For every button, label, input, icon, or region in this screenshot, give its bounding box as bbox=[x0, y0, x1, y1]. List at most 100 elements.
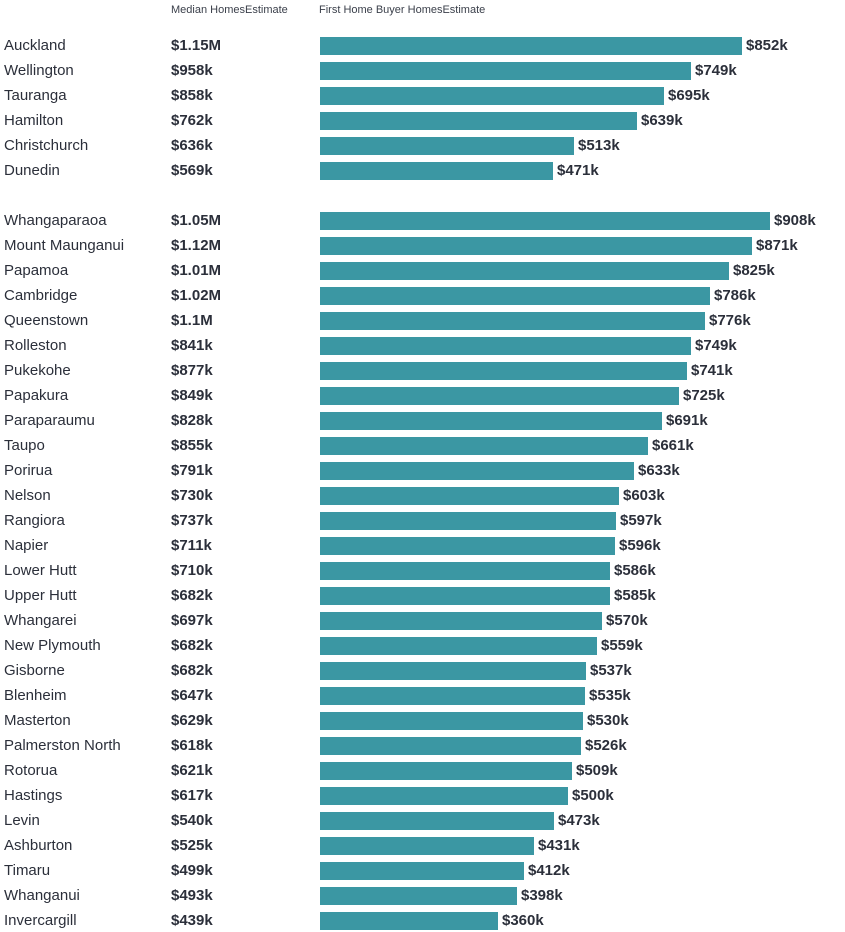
city-label: Timaru bbox=[4, 862, 51, 879]
first-home-buyer-bar bbox=[320, 337, 691, 355]
median-value: $540k bbox=[171, 812, 213, 829]
first-home-buyer-bar bbox=[320, 812, 554, 830]
first-home-buyer-value-label: $530k bbox=[587, 712, 629, 729]
first-home-buyer-bar bbox=[320, 887, 517, 905]
city-label: Porirua bbox=[4, 462, 53, 479]
first-home-buyer-value-label: $412k bbox=[528, 862, 570, 879]
city-label: Gisborne bbox=[4, 662, 65, 679]
city-label: Papakura bbox=[4, 387, 69, 404]
median-value: $682k bbox=[171, 637, 213, 654]
first-home-buyer-bar bbox=[320, 862, 524, 880]
first-home-buyer-value-label: $473k bbox=[558, 812, 600, 829]
city-label: Taupo bbox=[4, 437, 45, 454]
city-label: Queenstown bbox=[4, 312, 89, 329]
first-home-buyer-value-label: $825k bbox=[733, 262, 775, 279]
median-value: $647k bbox=[171, 687, 213, 704]
first-home-buyer-bar bbox=[320, 112, 637, 130]
median-value: $877k bbox=[171, 362, 213, 379]
median-column-header: Median HomesEstimate bbox=[171, 4, 288, 16]
first-home-buyer-value-label: $570k bbox=[606, 612, 648, 629]
first-home-buyer-bar bbox=[320, 362, 687, 380]
median-value: $791k bbox=[171, 462, 213, 479]
city-label: Wellington bbox=[4, 62, 74, 79]
first-home-buyer-value-label: $586k bbox=[614, 562, 656, 579]
first-home-buyer-bar bbox=[320, 62, 691, 80]
median-value: $849k bbox=[171, 387, 213, 404]
first-home-buyer-bar bbox=[320, 87, 664, 105]
first-home-buyer-bar bbox=[320, 587, 610, 605]
median-value: $493k bbox=[171, 887, 213, 904]
median-value: $682k bbox=[171, 662, 213, 679]
median-value: $621k bbox=[171, 762, 213, 779]
city-label: Lower Hutt bbox=[4, 562, 77, 579]
city-label: Pukekohe bbox=[4, 362, 71, 379]
city-label: Whangaparaoa bbox=[4, 212, 107, 229]
city-label: Nelson bbox=[4, 487, 51, 504]
city-label: Whangarei bbox=[4, 612, 77, 629]
city-label: Ashburton bbox=[4, 837, 73, 854]
city-label: Hamilton bbox=[4, 112, 64, 129]
median-value: $629k bbox=[171, 712, 213, 729]
first-home-buyer-bar bbox=[320, 837, 534, 855]
city-label: Levin bbox=[4, 812, 40, 829]
first-home-buyer-bar bbox=[320, 662, 586, 680]
first-home-buyer-value-label: $603k bbox=[623, 487, 665, 504]
first-home-buyer-bar bbox=[320, 637, 597, 655]
first-home-buyer-bar bbox=[320, 287, 710, 305]
first-home-buyer-bar bbox=[320, 762, 572, 780]
first-home-buyer-bar bbox=[320, 687, 585, 705]
median-value: $682k bbox=[171, 587, 213, 604]
first-home-buyer-bar bbox=[320, 712, 583, 730]
median-value: $439k bbox=[171, 912, 213, 929]
first-home-buyer-value-label: $535k bbox=[589, 687, 631, 704]
first-home-buyer-value-label: $852k bbox=[746, 37, 788, 54]
first-home-buyer-bar bbox=[320, 237, 752, 255]
city-label: Whanganui bbox=[4, 887, 80, 904]
median-value: $1.1M bbox=[171, 312, 213, 329]
first-home-buyer-value-label: $500k bbox=[572, 787, 614, 804]
city-label: New Plymouth bbox=[4, 637, 101, 654]
first-home-buyer-value-label: $513k bbox=[578, 137, 620, 154]
median-value: $697k bbox=[171, 612, 213, 629]
first-home-buyer-bar bbox=[320, 562, 610, 580]
city-label: Rangiora bbox=[4, 512, 65, 529]
first-home-buyer-value-label: $776k bbox=[709, 312, 751, 329]
median-value: $737k bbox=[171, 512, 213, 529]
first-home-buyer-value-label: $398k bbox=[521, 887, 563, 904]
median-value: $841k bbox=[171, 337, 213, 354]
first-home-buyer-value-label: $585k bbox=[614, 587, 656, 604]
first-home-buyer-value-label: $695k bbox=[668, 87, 710, 104]
first-home-buyer-bar bbox=[320, 212, 770, 230]
first-home-buyer-value-label: $559k bbox=[601, 637, 643, 654]
first-home-buyer-bar bbox=[320, 437, 648, 455]
first-home-buyer-bar bbox=[320, 737, 581, 755]
first-home-buyer-value-label: $596k bbox=[619, 537, 661, 554]
city-label: Auckland bbox=[4, 37, 66, 54]
first-home-buyer-bar bbox=[320, 537, 615, 555]
city-label: Paraparaumu bbox=[4, 412, 95, 429]
first-home-buyer-value-label: $431k bbox=[538, 837, 580, 854]
first-home-buyer-bar bbox=[320, 262, 729, 280]
first-home-buyer-bar bbox=[320, 312, 705, 330]
first-home-buyer-bar bbox=[320, 37, 742, 55]
first-home-buyer-value-label: $526k bbox=[585, 737, 627, 754]
city-label: Mount Maunganui bbox=[4, 237, 125, 254]
city-label: Rolleston bbox=[4, 337, 67, 354]
city-label: Masterton bbox=[4, 712, 71, 729]
city-label: Upper Hutt bbox=[4, 587, 77, 604]
city-label: Napier bbox=[4, 537, 49, 554]
median-value: $858k bbox=[171, 87, 213, 104]
city-label: Papamoa bbox=[4, 262, 69, 279]
median-value: $617k bbox=[171, 787, 213, 804]
first-home-buyer-bar bbox=[320, 487, 619, 505]
city-label: Blenheim bbox=[4, 687, 67, 704]
median-value: $636k bbox=[171, 137, 213, 154]
median-value: $1.15M bbox=[171, 37, 222, 54]
median-value: $1.12M bbox=[171, 237, 222, 254]
city-label: Invercargill bbox=[4, 912, 77, 929]
median-value: $710k bbox=[171, 562, 213, 579]
first-home-buyer-bar bbox=[320, 387, 679, 405]
first-home-buyer-value-label: $741k bbox=[691, 362, 733, 379]
first-home-buyer-value-label: $633k bbox=[638, 462, 680, 479]
